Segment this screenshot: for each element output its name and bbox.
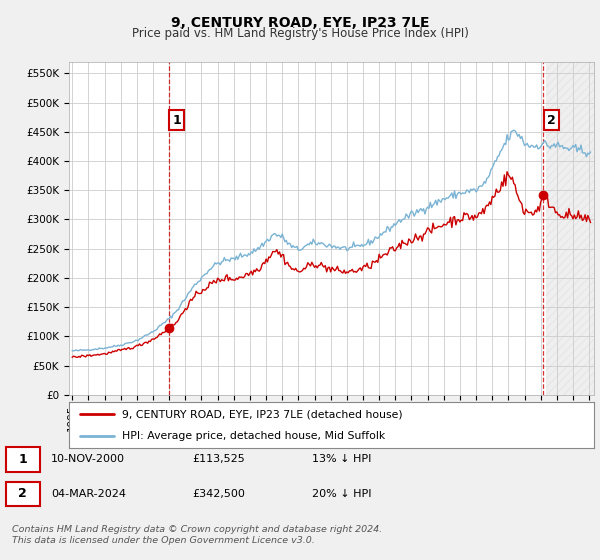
Text: 20% ↓ HPI: 20% ↓ HPI [312,489,371,499]
Text: 9, CENTURY ROAD, EYE, IP23 7LE (detached house): 9, CENTURY ROAD, EYE, IP23 7LE (detached… [121,409,402,419]
Text: 2: 2 [19,487,27,501]
Text: 04-MAR-2024: 04-MAR-2024 [51,489,126,499]
Text: 13% ↓ HPI: 13% ↓ HPI [312,454,371,464]
Text: 1: 1 [19,452,27,466]
Text: 1: 1 [172,114,181,127]
Text: Contains HM Land Registry data © Crown copyright and database right 2024.
This d: Contains HM Land Registry data © Crown c… [12,525,382,545]
Text: 10-NOV-2000: 10-NOV-2000 [51,454,125,464]
Text: £113,525: £113,525 [192,454,245,464]
Text: Price paid vs. HM Land Registry's House Price Index (HPI): Price paid vs. HM Land Registry's House … [131,27,469,40]
Text: 9, CENTURY ROAD, EYE, IP23 7LE: 9, CENTURY ROAD, EYE, IP23 7LE [171,16,429,30]
Text: £342,500: £342,500 [192,489,245,499]
Text: HPI: Average price, detached house, Mid Suffolk: HPI: Average price, detached house, Mid … [121,431,385,441]
Text: 2: 2 [547,114,556,127]
